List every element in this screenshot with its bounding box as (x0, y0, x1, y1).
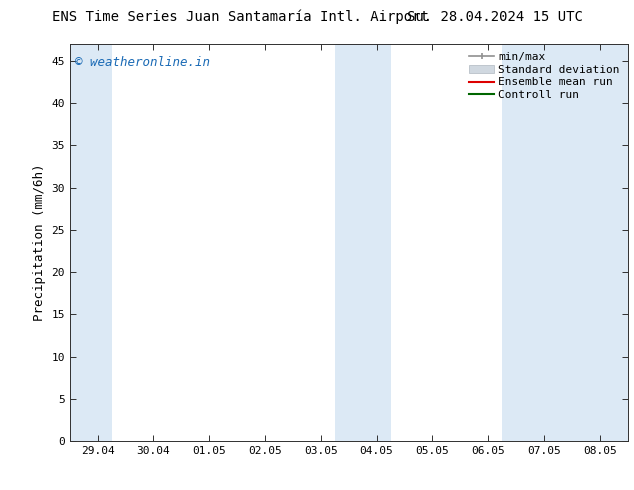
Bar (335, 44, 391, 441)
Legend: min/max, Standard deviation, Ensemble mean run, Controll run: min/max, Standard deviation, Ensemble me… (465, 48, 624, 105)
Y-axis label: Precipitation (mm/6h): Precipitation (mm/6h) (33, 164, 46, 321)
Text: © weatheronline.in: © weatheronline.in (75, 56, 210, 69)
Text: Su. 28.04.2024 15 UTC: Su. 28.04.2024 15 UTC (406, 10, 583, 24)
Bar (70, 44, 112, 441)
Text: ENS Time Series Juan Santamaría Intl. Airport: ENS Time Series Juan Santamaría Intl. Ai… (53, 10, 429, 24)
Bar (502, 44, 628, 441)
